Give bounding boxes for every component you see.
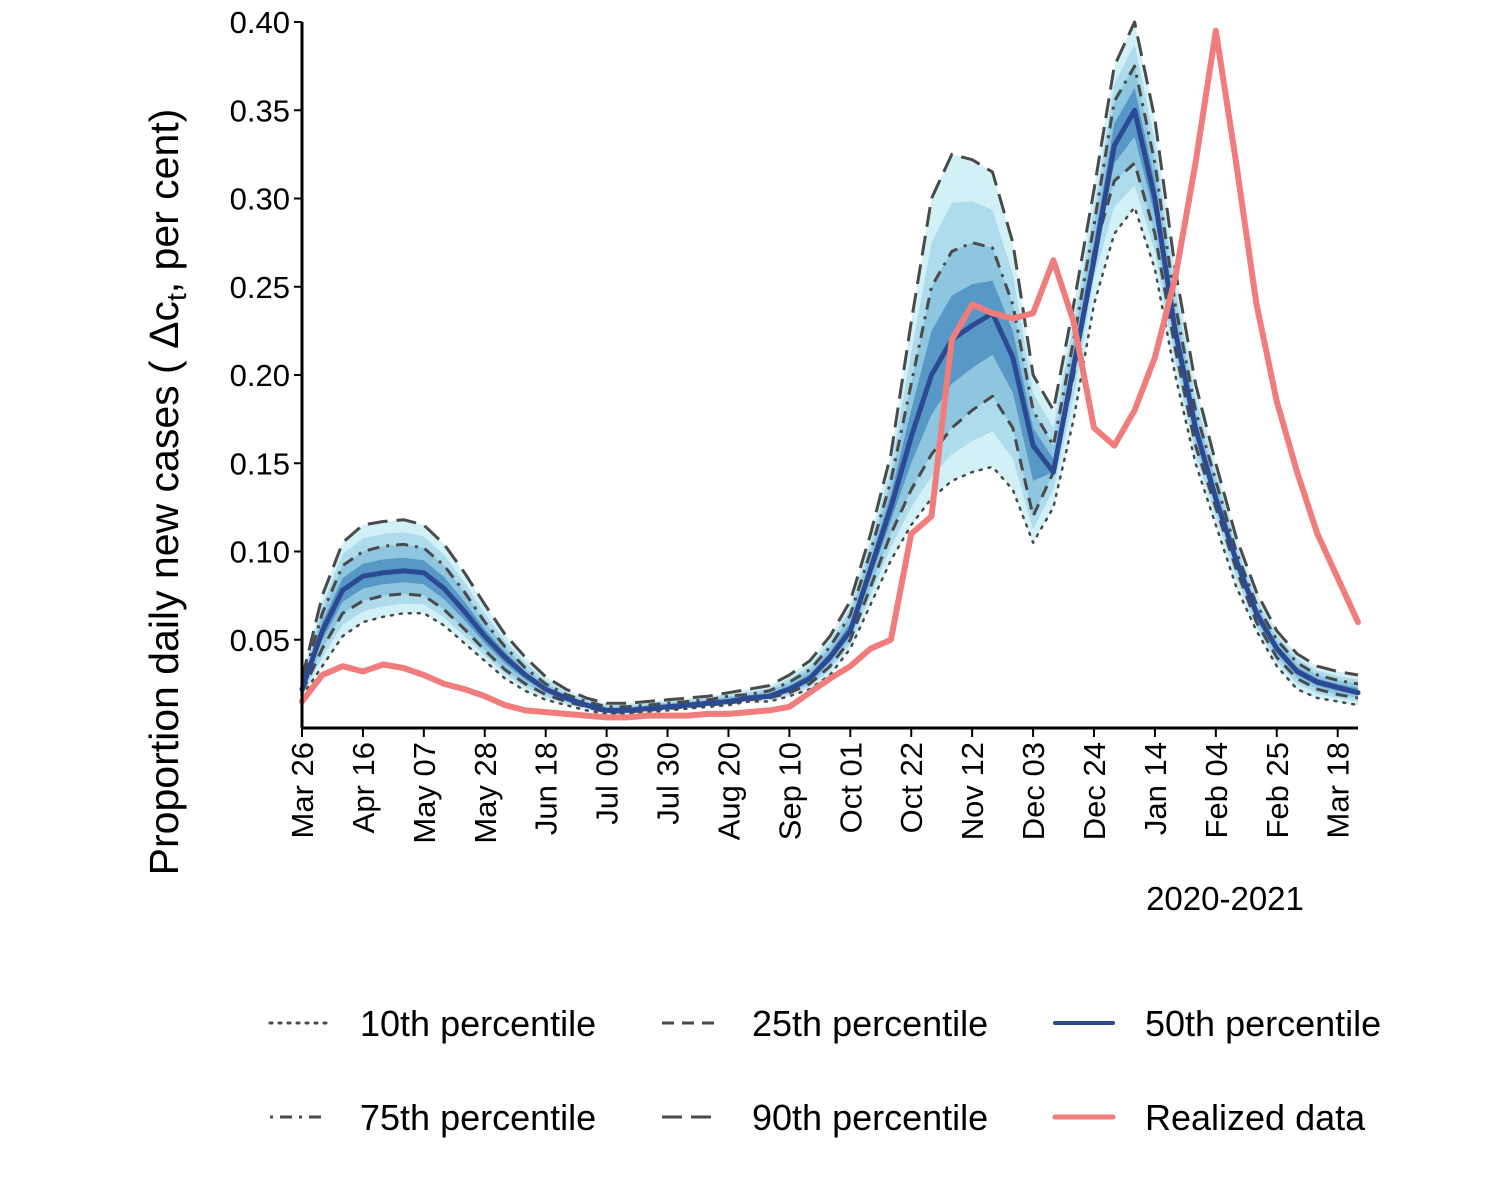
x-tick-label: Jun 18	[529, 742, 564, 835]
x-tick-label: Oct 01	[833, 742, 868, 833]
band-25-75	[302, 66, 1358, 713]
series-line-90th-percentile	[300, 20, 1359, 705]
x-tick-label: Apr 16	[346, 742, 381, 833]
series-line-25th-percentile	[300, 161, 1359, 714]
x-tick-label: Dec 24	[1077, 742, 1112, 840]
y-tick-label: 0.35	[230, 93, 290, 128]
legend-label: 50th percentile	[1145, 1003, 1381, 1044]
x-tick-label: Aug 20	[711, 742, 746, 840]
legend-label: 90th percentile	[752, 1097, 988, 1138]
series-line-10th-percentile	[300, 206, 1360, 716]
y-tick-label: 0.20	[230, 358, 290, 393]
band-mid-outer	[302, 44, 1358, 714]
y-axis-title: Proportion daily new cases ( Δct, per ce…	[141, 109, 192, 876]
y-tick-label: 0.15	[230, 446, 290, 481]
legend: 10th percentile 25th percentile 50th perce…	[268, 1003, 1381, 1138]
x-axis-title: 2020-2021	[1146, 880, 1304, 917]
y-tick-label: 0.25	[230, 270, 290, 305]
series-line-50th-percentile	[299, 107, 1361, 713]
percentile-lines	[299, 20, 1361, 721]
y-tick-label: 0.40	[230, 5, 290, 40]
x-tick-label: Jul 09	[590, 742, 625, 825]
band-inner	[302, 88, 1358, 712]
x-tick-label: Jul 30	[651, 742, 686, 825]
legend-label: Realized data	[1145, 1097, 1366, 1138]
x-tick-label: Sep 10	[772, 742, 807, 840]
x-tick-label: May 07	[407, 742, 442, 844]
y-tick-label: 0.10	[230, 535, 290, 570]
x-tick-label: Nov 12	[955, 742, 990, 840]
x-tick-label: Dec 03	[1016, 742, 1051, 840]
x-tick-label: Mar 26	[285, 742, 320, 838]
x-tick-label: Mar 18	[1321, 742, 1356, 838]
x-tick-label: Feb 25	[1260, 742, 1295, 839]
y-tick-label: 0.05	[230, 623, 290, 658]
x-tick-label: May 28	[468, 742, 503, 844]
x-tick-label: Jan 14	[1138, 742, 1173, 835]
legend-label: 25th percentile	[752, 1003, 988, 1044]
axes: 0.05 0.10 0.15 0.20 0.25 0.30 0.35 0.40 Mar 26 Ap…	[141, 5, 1358, 917]
legend-label: 10th percentile	[360, 1003, 596, 1044]
legend-label: 75th percentile	[360, 1097, 596, 1138]
y-tick-label: 0.30	[230, 182, 290, 217]
x-tick-label: Feb 04	[1199, 742, 1234, 839]
series-line-realized-data	[299, 27, 1361, 721]
x-tick-label: Oct 22	[894, 742, 929, 833]
